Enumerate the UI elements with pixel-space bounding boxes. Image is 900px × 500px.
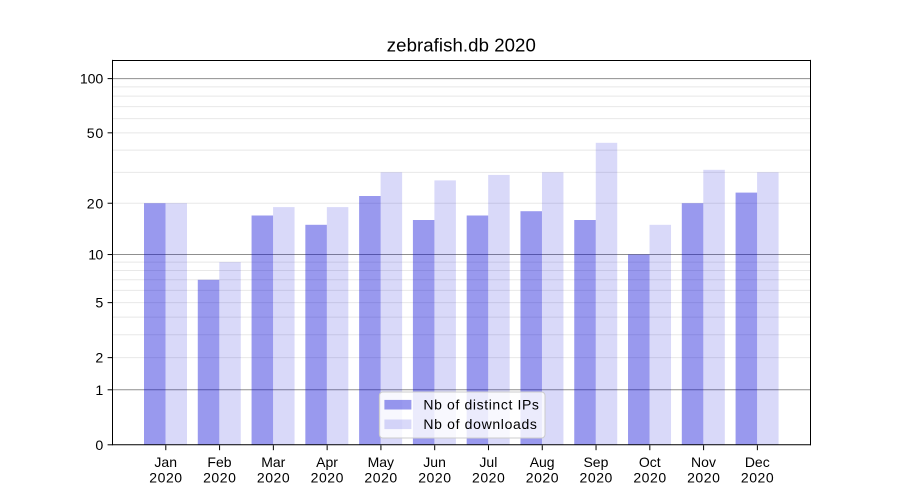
svg-text:2020: 2020 xyxy=(418,470,451,486)
svg-text:2020: 2020 xyxy=(364,470,397,486)
svg-text:Feb: Feb xyxy=(207,454,231,470)
svg-text:Nb of downloads: Nb of downloads xyxy=(423,416,537,432)
svg-text:2020: 2020 xyxy=(311,470,344,486)
svg-text:Apr: Apr xyxy=(316,454,338,470)
svg-text:zebrafish.db 2020: zebrafish.db 2020 xyxy=(387,35,536,56)
svg-text:20: 20 xyxy=(87,196,104,212)
svg-text:100: 100 xyxy=(80,72,104,88)
svg-text:Nov: Nov xyxy=(691,454,716,470)
svg-text:2020: 2020 xyxy=(741,470,774,486)
svg-text:2020: 2020 xyxy=(472,470,505,486)
svg-text:Mar: Mar xyxy=(261,454,285,470)
svg-text:2020: 2020 xyxy=(687,470,720,486)
svg-text:May: May xyxy=(368,454,394,470)
svg-text:Nb of distinct IPs: Nb of distinct IPs xyxy=(423,396,539,412)
svg-text:Oct: Oct xyxy=(639,454,661,470)
svg-text:Dec: Dec xyxy=(745,454,770,470)
svg-text:2: 2 xyxy=(95,351,103,367)
svg-text:Jan: Jan xyxy=(154,454,177,470)
svg-text:Jul: Jul xyxy=(479,454,497,470)
svg-text:2020: 2020 xyxy=(580,470,613,486)
svg-text:2020: 2020 xyxy=(149,470,182,486)
svg-text:Jun: Jun xyxy=(423,454,446,470)
svg-text:0: 0 xyxy=(95,438,103,454)
svg-text:1: 1 xyxy=(95,383,103,399)
svg-text:50: 50 xyxy=(87,126,104,142)
svg-text:2020: 2020 xyxy=(257,470,290,486)
svg-text:Sep: Sep xyxy=(583,454,608,470)
svg-text:2020: 2020 xyxy=(633,470,666,486)
svg-text:2020: 2020 xyxy=(203,470,236,486)
svg-text:10: 10 xyxy=(88,248,103,264)
svg-text:2020: 2020 xyxy=(526,470,559,486)
svg-text:Aug: Aug xyxy=(530,454,555,470)
svg-text:5: 5 xyxy=(95,296,103,312)
